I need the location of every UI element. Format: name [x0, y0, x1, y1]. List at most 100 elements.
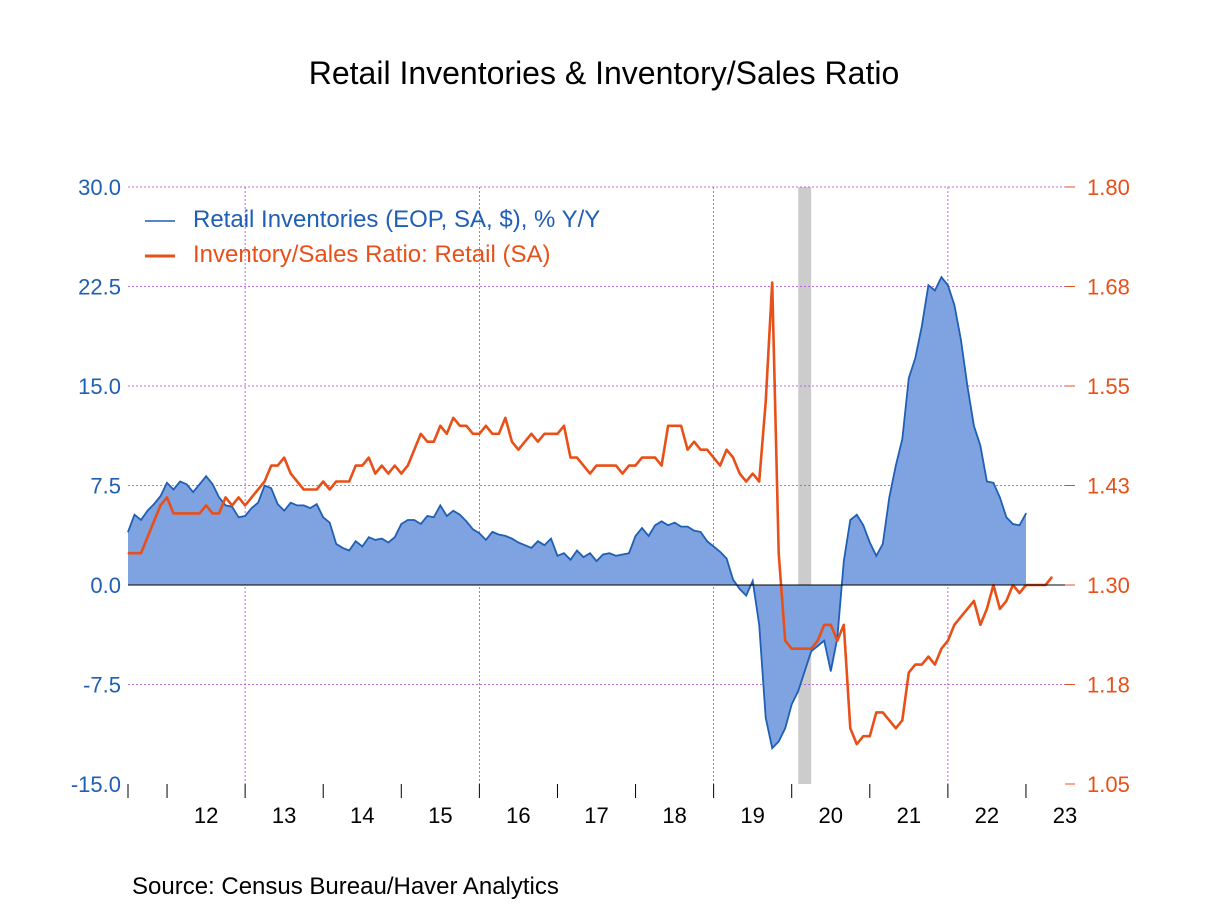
ratio-point [335, 480, 337, 483]
left-tick-label: 0.0 [90, 573, 121, 598]
ratio-point [602, 465, 604, 467]
legend: Retail Inventories (EOP, SA, $), % Y/Y I… [145, 206, 600, 268]
ratio-point [159, 504, 162, 506]
ratio-point [582, 465, 585, 467]
inventories-point [784, 727, 786, 729]
right-tick-label: 1.68 [1087, 275, 1130, 300]
inventories-point [908, 377, 910, 379]
chart-title: Retail Inventories & Inventory/Sales Rat… [309, 55, 900, 91]
ratio-point [146, 536, 149, 538]
right-tick-label: 1.18 [1087, 673, 1130, 698]
ratio-point [791, 648, 793, 650]
inventories-point [368, 536, 370, 538]
ratio-point [400, 473, 402, 475]
ratio-point [654, 457, 656, 459]
ratio-point [1005, 600, 1008, 602]
inventories-point [348, 549, 350, 552]
x-tick-label: 22 [975, 803, 999, 828]
inventories-point [862, 524, 864, 526]
legend-label-inventories: Retail Inventories (EOP, SA, $), % Y/Y [193, 206, 600, 233]
inventories-area-fill [128, 277, 1026, 749]
inventories-point [172, 488, 175, 491]
inventories-point [400, 523, 402, 525]
inventories-point [602, 553, 604, 556]
inventories-point [485, 539, 487, 541]
ratio-point [186, 512, 188, 515]
ratio-point [446, 433, 448, 435]
inventories-point [680, 526, 682, 528]
ratio-point [849, 727, 851, 729]
ratio-point [713, 457, 715, 459]
ratio-point [634, 465, 637, 467]
inventories-point [264, 484, 266, 487]
inventories-point [413, 519, 415, 521]
ratio-point [817, 640, 819, 642]
source-note: Source: Census Bureau/Haver Analytics [132, 873, 559, 900]
inventories-point [251, 507, 253, 509]
inventories-point [303, 504, 305, 506]
ratio-point [517, 449, 520, 451]
inventories-point [973, 425, 975, 427]
ratio-point [166, 496, 168, 498]
inventories-point [543, 544, 546, 546]
ratio-point [257, 488, 259, 491]
ratio-point [225, 496, 227, 498]
left-tick-label: 22.5 [78, 275, 121, 300]
legend-label-ratio: Inventory/Sales Ratio: Retail (SA) [193, 241, 550, 268]
right-tick-label: 1.80 [1087, 175, 1130, 200]
ratio-point [465, 425, 467, 427]
inventories-point [478, 532, 480, 534]
x-tick-label: 19 [740, 803, 764, 828]
ratio-point [771, 281, 773, 284]
inventories-point [830, 670, 832, 672]
ratio-point [784, 640, 786, 642]
inventories-point [524, 544, 526, 546]
inventories-point [556, 555, 559, 557]
inventories-point [491, 531, 493, 533]
inventories-point [765, 717, 767, 719]
ratio-point [700, 449, 702, 451]
ratio-point [641, 457, 643, 459]
inventories-point [355, 540, 357, 542]
ratio-point [537, 441, 539, 443]
left-tick-label: 7.5 [90, 474, 121, 499]
ratio-point [504, 417, 506, 419]
inventories-point [595, 560, 598, 562]
inventories-point [166, 482, 168, 484]
ratio-point [368, 457, 370, 459]
inventories-point [277, 503, 279, 505]
inventories-point [225, 504, 227, 506]
ratio-point [329, 488, 331, 491]
ratio-point [296, 480, 298, 483]
x-tick-label: 15 [428, 803, 452, 828]
ratio-point [172, 512, 175, 515]
ratio-point [745, 480, 747, 483]
inventories-point [719, 551, 721, 553]
x-axis-ticks: 12 13 14 15 16 17 18 19 20 21 22 23 [127, 784, 1077, 828]
ratio-point [927, 656, 930, 658]
x-tick-label: 17 [584, 803, 608, 828]
inventories-point [199, 483, 201, 485]
ratio-point [212, 512, 214, 515]
inventories-point [205, 475, 207, 477]
inventories-point [511, 538, 513, 540]
ratio-point [862, 735, 864, 737]
ratio-point [550, 433, 552, 435]
inventories-point [433, 516, 435, 518]
ratio-point [569, 457, 572, 459]
inventories-point [563, 552, 565, 554]
inventories-point [687, 526, 689, 528]
ratio-point [661, 465, 663, 467]
inventories-point [700, 531, 702, 533]
inventories-point [127, 531, 129, 533]
ratio-point [264, 480, 266, 483]
ratio-point [667, 425, 669, 427]
ratio-point [674, 425, 676, 427]
ratio-point [648, 457, 650, 459]
inventories-point [309, 507, 311, 509]
inventories-point [517, 541, 520, 544]
inventories-point [582, 556, 585, 558]
inventories-point [621, 553, 624, 556]
ratio-point [524, 441, 526, 443]
ratio-point [895, 727, 897, 729]
